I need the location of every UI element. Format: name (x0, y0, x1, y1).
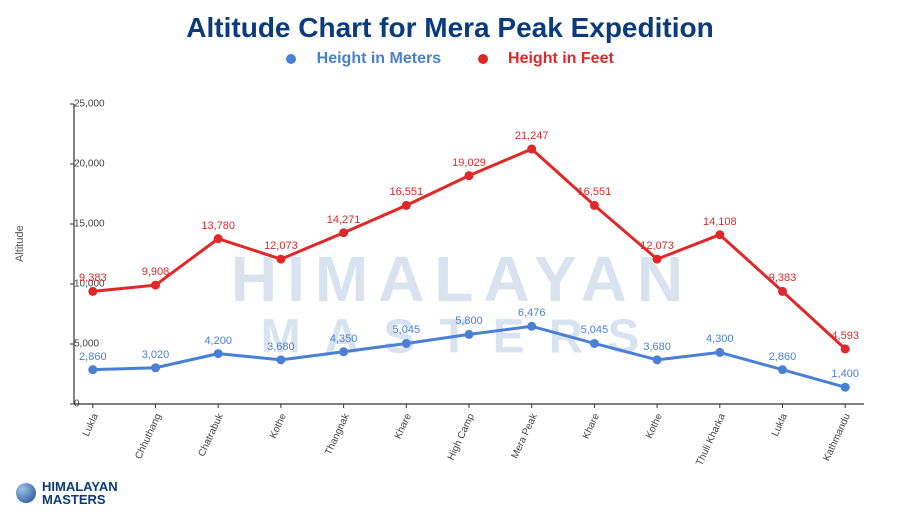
data-point-label: 4,300 (706, 333, 734, 345)
data-point-label: 1,400 (831, 368, 859, 380)
legend-item-meters: Height in Meters (278, 50, 453, 67)
y-axis-label: Altitude (14, 225, 26, 262)
data-point-label: 21,247 (515, 130, 549, 142)
chart-area: HIMALAYAN MASTERS 05,00010,00015,00020,0… (44, 94, 880, 480)
data-point-label: 9,908 (142, 266, 170, 278)
legend-item-feet: Height in Feet (470, 50, 622, 67)
data-point-label: 4,350 (330, 333, 358, 345)
data-point-label: 2,860 (769, 350, 797, 362)
data-point-label: 9,383 (79, 272, 107, 284)
data-point-label: 4,593 (831, 330, 859, 342)
data-point-label: 14,108 (703, 216, 737, 228)
legend-label-meters: Height in Meters (317, 50, 441, 67)
legend-label-feet: Height in Feet (508, 50, 614, 67)
globe-icon (16, 483, 36, 503)
data-point-label: 16,551 (389, 186, 423, 198)
data-point-label: 2,860 (79, 350, 107, 362)
brand-logo: HIMALAYAN MASTERS (16, 480, 118, 506)
legend-dot-feet (478, 54, 488, 64)
data-point-label: 9,383 (769, 272, 797, 284)
chart-title: Altitude Chart for Mera Peak Expedition (0, 12, 900, 44)
legend-dot-meters (286, 54, 296, 64)
data-point-label: 4,200 (204, 334, 232, 346)
data-point-label: 3,680 (643, 341, 671, 353)
data-point-label: 5,045 (393, 324, 421, 336)
data-point-label: 12,073 (264, 240, 298, 252)
legend: Height in Meters Height in Feet (0, 50, 900, 68)
data-point-label: 19,029 (452, 156, 486, 168)
data-point-label: 16,551 (578, 186, 612, 198)
data-point-label: 14,271 (327, 214, 361, 226)
data-point-label: 6,476 (518, 307, 546, 319)
data-point-label: 12,073 (640, 240, 674, 252)
data-point-label: 5,800 (455, 315, 483, 327)
data-point-label: 3,020 (142, 349, 170, 361)
data-point-label: 5,045 (581, 324, 609, 336)
data-point-label: 3,680 (267, 341, 295, 353)
data-point-label: 13,780 (201, 219, 235, 231)
